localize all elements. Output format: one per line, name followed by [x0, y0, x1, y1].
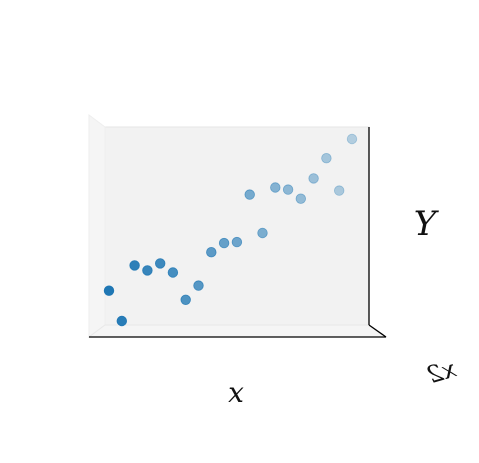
- scatter-point: [321, 152, 332, 164]
- scatter-point: [142, 265, 153, 276]
- scatter-point: [244, 189, 255, 200]
- scatter-point: [257, 227, 268, 239]
- scatter-point: [308, 173, 319, 184]
- scatter-point: [346, 133, 358, 145]
- x-axis-label: x: [228, 376, 244, 409]
- scatter-point: [103, 285, 115, 296]
- scatter-point: [270, 182, 281, 193]
- scatter-points: [103, 133, 358, 327]
- scatter-point: [231, 236, 243, 248]
- scatter-point: [129, 260, 140, 271]
- y-axis-label: Y: [414, 204, 440, 244]
- scatter-point: [218, 237, 230, 249]
- scatter-point: [206, 246, 217, 258]
- scatter-point: [154, 258, 166, 269]
- left-pane: [88, 114, 106, 338]
- scatter-point: [334, 185, 345, 196]
- scatter-point: [167, 267, 179, 278]
- scatter-point: [282, 184, 294, 195]
- depth-axis-line: [368, 324, 387, 338]
- scatter-point: [295, 193, 307, 204]
- scatter-point: [180, 294, 191, 306]
- floor-pane: [87, 324, 388, 338]
- scatter-point: [116, 315, 128, 327]
- scatter-point: [193, 280, 204, 291]
- z-axis-label: x2: [424, 355, 459, 390]
